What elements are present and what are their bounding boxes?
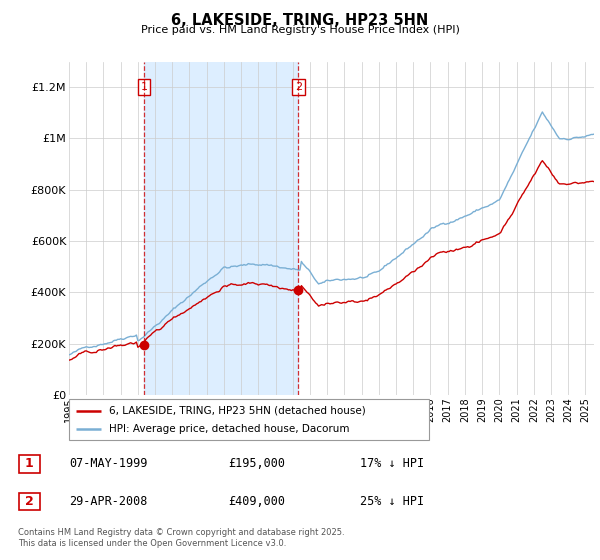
Text: Price paid vs. HM Land Registry's House Price Index (HPI): Price paid vs. HM Land Registry's House … [140,25,460,35]
Text: Contains HM Land Registry data © Crown copyright and database right 2025.
This d: Contains HM Land Registry data © Crown c… [18,528,344,548]
Text: £409,000: £409,000 [228,494,285,508]
Text: 2: 2 [295,82,302,92]
Text: 29-APR-2008: 29-APR-2008 [69,494,148,508]
Text: 07-MAY-1999: 07-MAY-1999 [69,457,148,470]
Text: £195,000: £195,000 [228,457,285,470]
Text: 1: 1 [25,458,34,470]
Text: 6, LAKESIDE, TRING, HP23 5HN: 6, LAKESIDE, TRING, HP23 5HN [172,13,428,28]
Text: HPI: Average price, detached house, Dacorum: HPI: Average price, detached house, Daco… [109,424,349,434]
Text: 1: 1 [140,82,148,92]
Text: 6, LAKESIDE, TRING, HP23 5HN (detached house): 6, LAKESIDE, TRING, HP23 5HN (detached h… [109,405,365,416]
Bar [144,62,298,395]
Text: 2: 2 [25,495,34,508]
Text: 17% ↓ HPI: 17% ↓ HPI [360,457,424,470]
Text: 25% ↓ HPI: 25% ↓ HPI [360,494,424,508]
